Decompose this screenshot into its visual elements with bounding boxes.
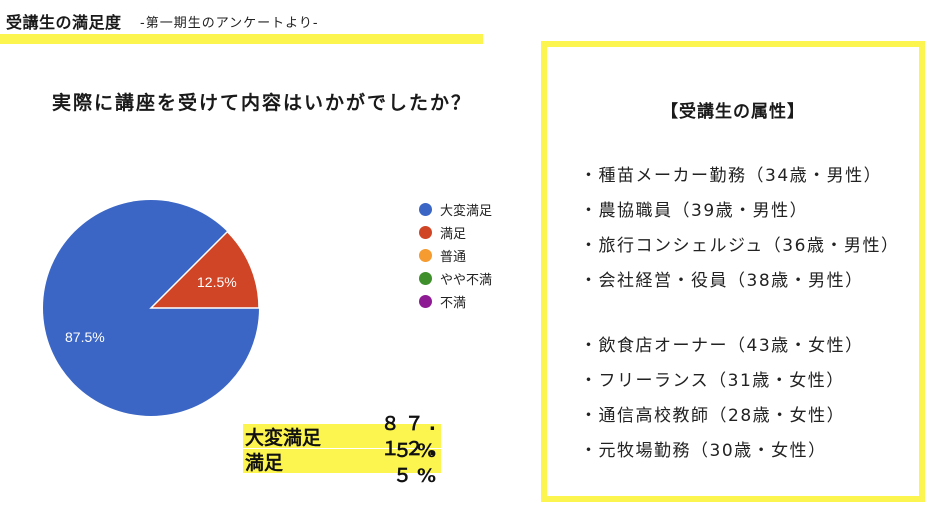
attribute-item: ・フリーランス（31歳・女性）: [580, 371, 845, 391]
page-title: 受講生の満足度: [6, 13, 122, 32]
summary-value: ８７.５%: [380, 413, 441, 462]
pie-label-very-satisfied: 87.5%: [65, 329, 105, 345]
attribute-item: ・通信高校教師（28歳・女性）: [580, 406, 846, 426]
summary-row-satisfied: 満足 １２.５%: [243, 438, 441, 487]
legend-item-somewhat-dissatisfied: やや不満: [419, 267, 492, 290]
list-spacer: [580, 299, 899, 329]
legend-label: やや不満: [440, 273, 493, 288]
attribute-item: ・会社経営・役員（38歳・男性）: [580, 271, 864, 291]
summary-highlight: 大変満足 ８７.５% 満足 １２.５%: [243, 413, 441, 487]
legend-item-neutral: 普通: [419, 244, 492, 267]
legend-item-very-satisfied: 大変満足: [419, 198, 492, 221]
legend-dot-icon: [419, 272, 432, 285]
attribute-item: ・農協職員（39歳・男性）: [580, 201, 809, 221]
attribute-item: ・元牧場勤務（30歳・女性）: [580, 441, 827, 461]
legend-label: 大変満足: [440, 204, 493, 219]
header-underline-bar: [0, 34, 483, 44]
legend-dot-icon: [419, 203, 432, 216]
pie-slice-satisfied: [149, 230, 260, 309]
survey-question: 実際に講座を受けて内容はいかがでしたか？: [52, 92, 473, 114]
pie-chart-svg: [43, 200, 260, 416]
header: 受講生の満足度 -第一期生のアンケートより-: [0, 0, 483, 44]
summary-value: １２.５%: [380, 438, 441, 487]
legend-item-dissatisfied: 不満: [419, 290, 492, 313]
attribute-item: ・種苗メーカー勤務（34歳・男性）: [580, 166, 883, 186]
attributes-title: 【受講生の属性】: [661, 102, 805, 122]
attributes-panel: 【受講生の属性】 ・種苗メーカー勤務（34歳・男性） ・農協職員（39歳・男性）…: [541, 41, 925, 502]
pie-label-satisfied: 12.5%: [197, 274, 237, 290]
legend-label: 普通: [440, 250, 467, 265]
pie-chart: 12.5% 87.5%: [43, 200, 260, 416]
chart-legend: 大変満足 満足 普通 やや不満 不満: [419, 198, 492, 313]
summary-row-very-satisfied: 大変満足 ８７.５%: [243, 413, 441, 462]
attribute-item: ・飲食店オーナー（43歳・女性）: [580, 336, 864, 356]
summary-label: 大変満足: [245, 426, 322, 449]
legend-dot-icon: [419, 226, 432, 239]
attributes-list: ・種苗メーカー勤務（34歳・男性） ・農協職員（39歳・男性） ・旅行コンシェル…: [580, 159, 899, 469]
legend-label: 不満: [440, 296, 467, 311]
legend-item-satisfied: 満足: [419, 221, 492, 244]
legend-dot-icon: [419, 249, 432, 262]
summary-label: 満足: [245, 451, 284, 474]
page-subtitle: -第一期生のアンケートより-: [140, 16, 319, 31]
legend-dot-icon: [419, 295, 432, 308]
attribute-item: ・旅行コンシェルジュ（36歳・男性）: [580, 236, 900, 256]
legend-label: 満足: [440, 227, 467, 242]
